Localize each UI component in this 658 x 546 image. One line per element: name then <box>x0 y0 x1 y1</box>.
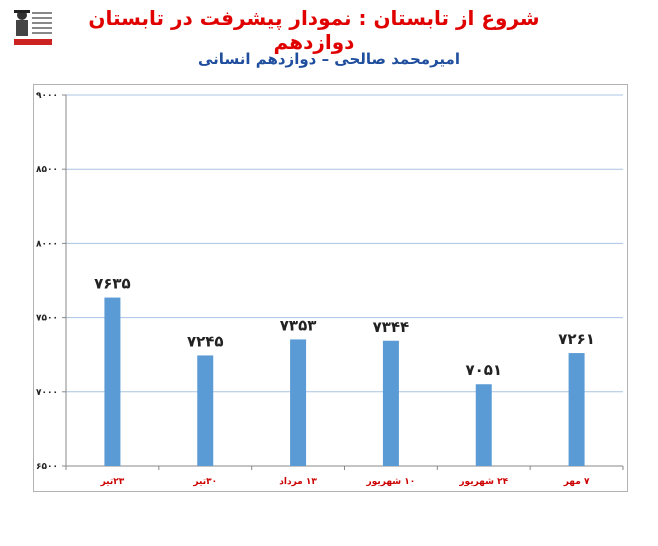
data-label: ۷۲۶۱ <box>558 330 595 348</box>
page-title: شروع از تابستان : نمودار پیشرفت در تابست… <box>88 6 540 54</box>
x-tick-label: ۲۴ شهریور <box>458 477 508 487</box>
bar <box>104 297 121 466</box>
y-tick-label: ۷۵۰۰ <box>36 314 58 324</box>
y-tick-label: ۶۵۰۰ <box>36 462 58 472</box>
x-tick-label: ۱۳ مرداد <box>279 477 317 487</box>
data-label: ۷۳۴۴ <box>373 318 410 336</box>
y-tick-label: ۸۰۰۰ <box>36 239 58 249</box>
bar <box>197 355 214 466</box>
bar <box>290 339 307 466</box>
bar <box>382 340 399 466</box>
x-tick-label: ۲۳تیر <box>100 477 125 487</box>
x-tick-label: ۱۰ شهریور <box>366 477 416 487</box>
chart-frame <box>33 84 628 492</box>
y-tick-label: ۸۵۰۰ <box>36 165 58 175</box>
data-label: ۷۲۴۵ <box>187 332 224 350</box>
y-tick-label: ۷۰۰۰ <box>36 388 58 398</box>
data-label: ۷۳۵۳ <box>280 316 317 334</box>
logo-icon <box>10 6 56 48</box>
data-label: ۷۰۵۱ <box>465 361 502 379</box>
x-tick-label: ۳۰تیر <box>192 477 217 487</box>
page-subtitle: امیرمحمد صالحی – دوازدهم انسانی <box>198 50 460 68</box>
bar <box>568 353 585 466</box>
x-tick-label: ۷ مهر <box>563 477 590 487</box>
y-tick-label: ۹۰۰۰ <box>36 91 58 101</box>
data-label: ۷۶۳۵ <box>94 275 131 293</box>
bar <box>475 384 492 466</box>
